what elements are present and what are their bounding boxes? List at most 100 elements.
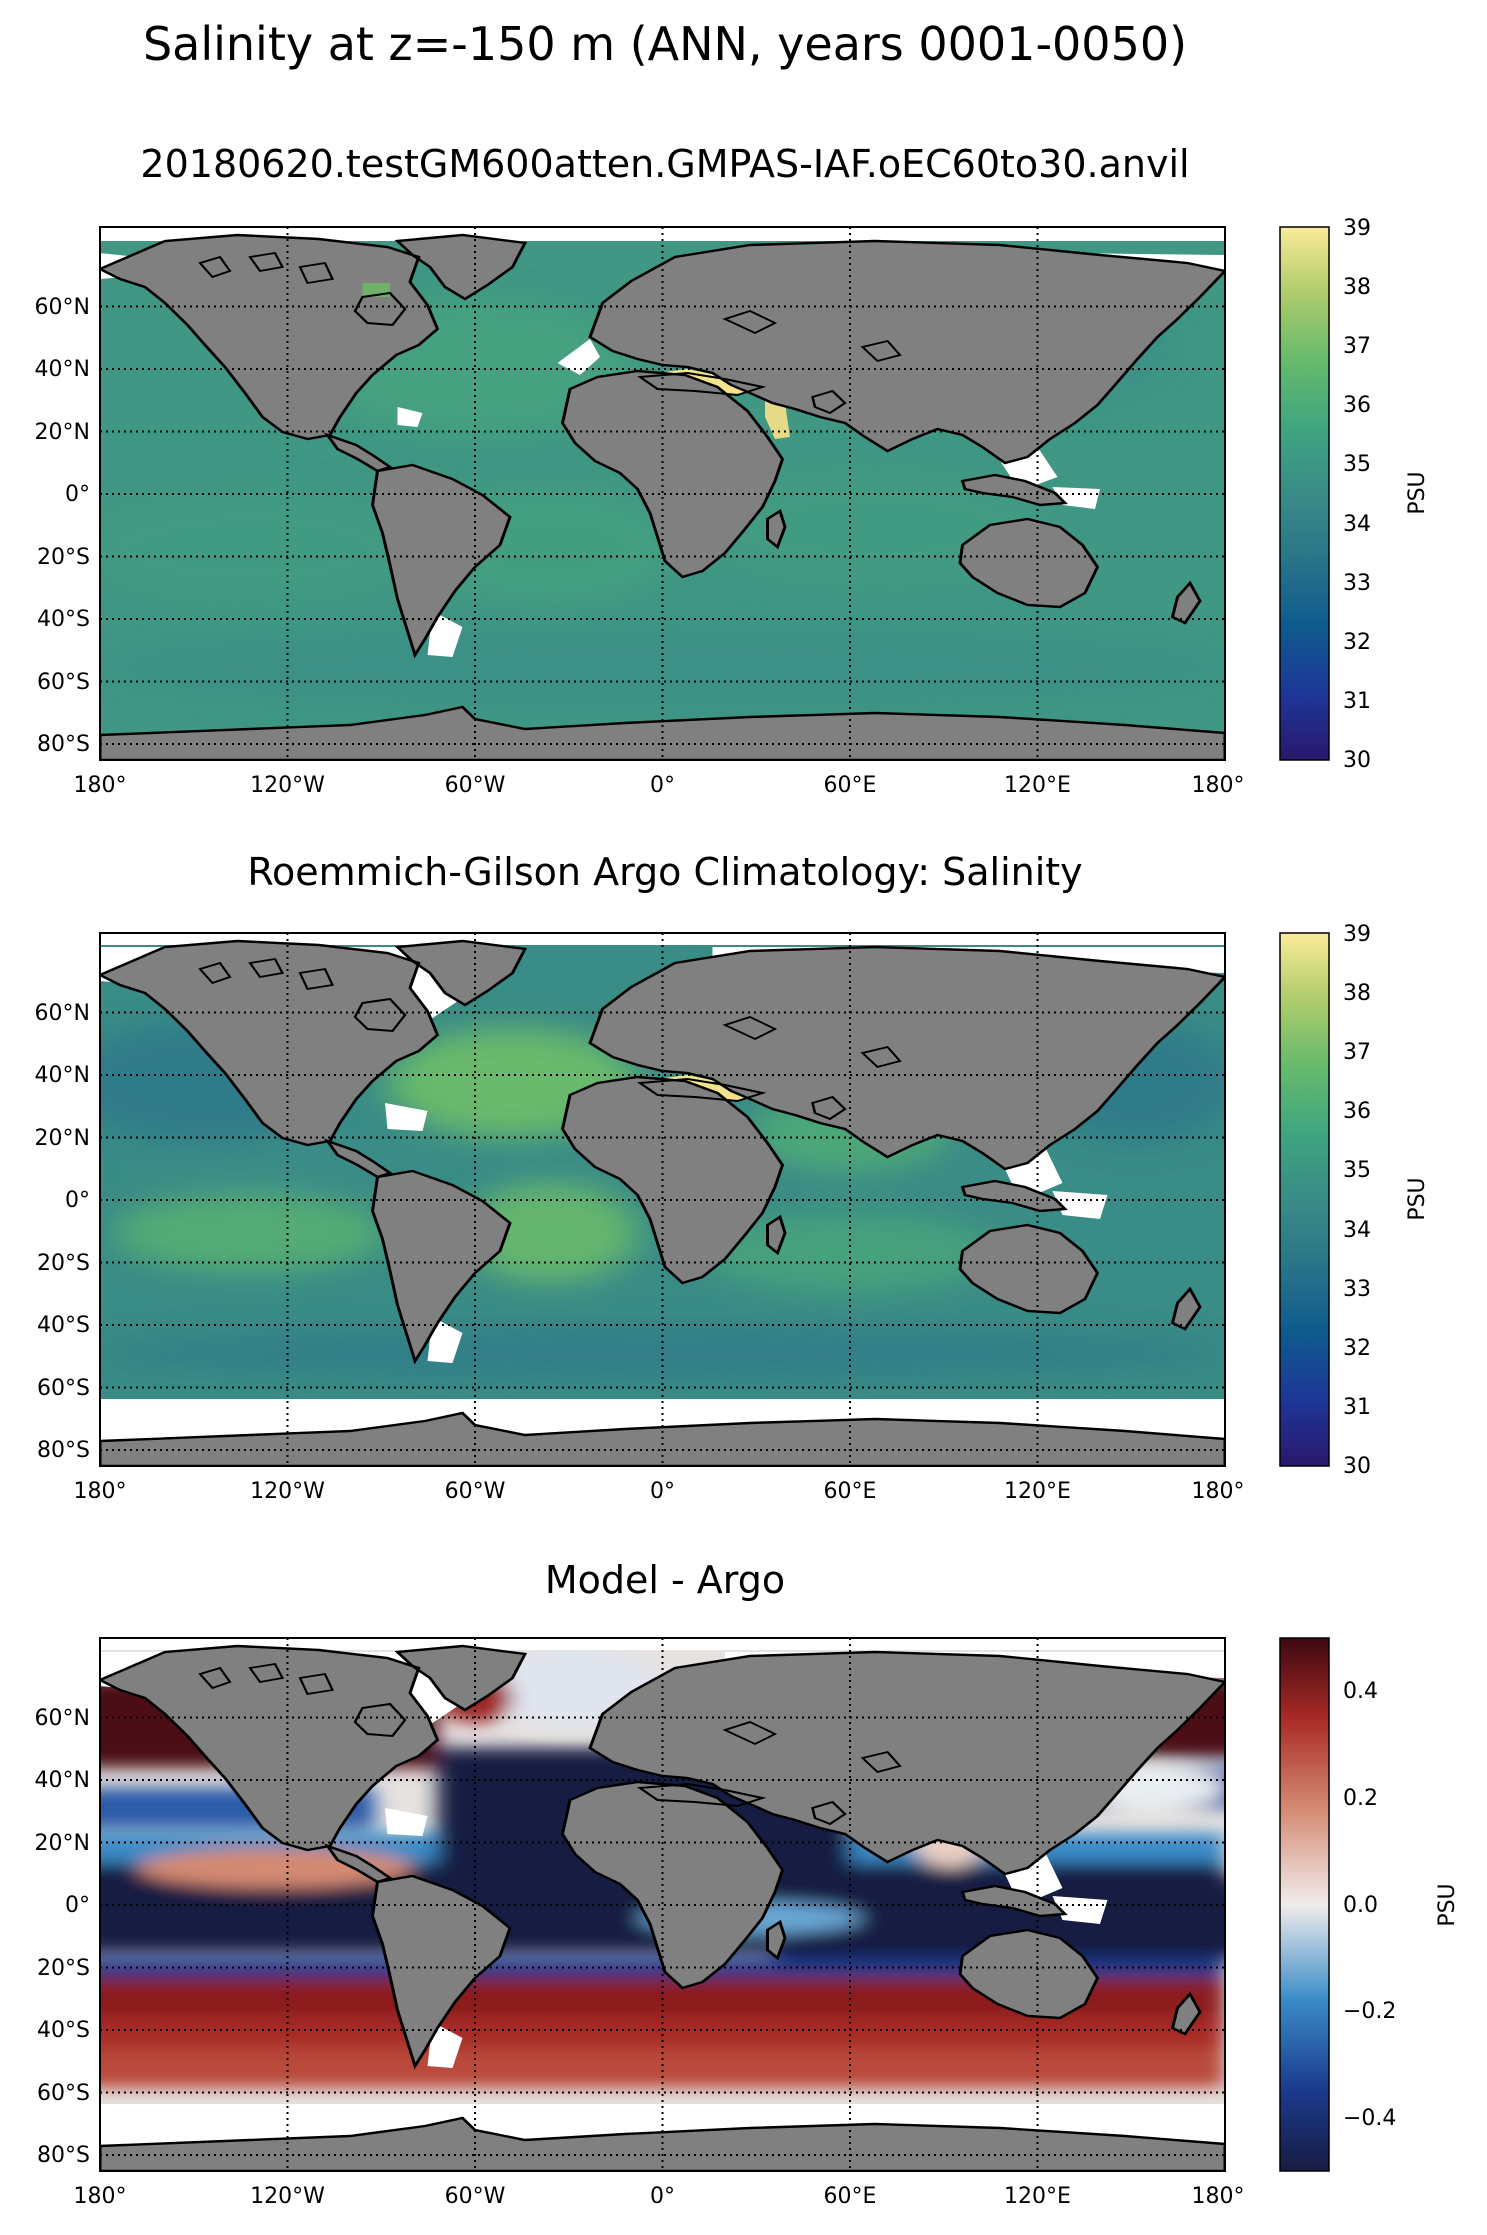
lat-tick: 40°N [35,1063,90,1088]
lat-tick: 80°S [37,732,90,757]
panel-2-colorbar: 39 38 37 36 35 34 33 32 31 30 PSU [1279,922,1430,1479]
lon-tick: 60°E [824,1479,877,1504]
lat-tick: 80°S [37,1438,90,1463]
figure-suptitle: Salinity at z=-150 m (ANN, years 0001-00… [142,17,1188,71]
lat-tick: 40°S [37,1313,90,1338]
lat-tick: 40°S [37,607,90,632]
cb-tick: 0.0 [1343,1893,1378,1918]
panel-3-title: Model - Argo [544,1558,786,1602]
lat-tick: 20°N [35,1831,90,1856]
panel-1-lon-ticks: 180° 120°W 60°W 0° 60°E 120°E 180° [74,773,1245,798]
panel-1-colorbar: 39 38 37 36 35 34 33 32 31 30 PSU [1279,216,1430,773]
cb-tick: 32 [1343,1336,1371,1361]
lat-tick: 0° [65,482,90,507]
cb-tick: 30 [1343,1454,1371,1479]
panel-1-colorbar-label: PSU [1405,471,1430,514]
panel-1-gridlines [100,227,1225,760]
lon-tick: 180° [74,2184,127,2209]
lon-tick: 60°W [445,2184,506,2209]
cb-tick: 38 [1343,275,1371,300]
lon-tick: 120°E [1004,1479,1071,1504]
panel-2-colorbar-ticks: 39 38 37 36 35 34 33 32 31 30 [1343,922,1371,1479]
panel-3: 180° 120°W 60°W 0° 60°E 120°E 180° 60°N … [35,1637,1460,2209]
lon-tick: 60°E [824,773,877,798]
panel-2-gridlines [100,933,1225,1466]
cb-tick: 31 [1343,689,1371,714]
lat-tick: 20°S [37,545,90,570]
cb-tick: 35 [1343,1158,1371,1183]
cb-tick: 39 [1343,216,1371,241]
panel-1-colorbar-gradient [1279,226,1330,761]
panel-2-lon-ticks: 180° 120°W 60°W 0° 60°E 120°E 180° [74,1479,1245,1504]
lon-tick: 180° [1192,2184,1245,2209]
panel-1-title: 20180620.testGM600atten.GMPAS-IAF.oEC60t… [140,142,1190,186]
panel-2-frame [99,932,1226,1467]
lon-tick: 120°W [250,1479,325,1504]
lat-tick: 60°N [35,1706,90,1731]
lon-tick: 0° [650,1479,675,1504]
lat-tick: 20°S [37,1251,90,1276]
lat-tick: 60°S [37,1376,90,1401]
lat-tick: 40°N [35,1768,90,1793]
cb-tick: 0.4 [1343,1679,1378,1704]
lat-tick: 60°S [37,2081,90,2106]
cb-tick: 34 [1343,512,1371,537]
panel-2-lat-ticks: 60°N 40°N 20°N 0° 20°S 40°S 60°S 80°S [35,1001,90,1463]
panel-2-map [100,933,1225,1466]
lon-tick: 60°W [445,773,506,798]
cb-tick: 35 [1343,452,1371,477]
lat-tick: 60°N [35,295,90,320]
panel-3-colorbar-gradient [1279,1637,1330,2172]
panel-1-lat-ticks: 60°N 40°N 20°N 0° 20°S 40°S 60°S 80°S [35,295,90,757]
cb-tick: 31 [1343,1395,1371,1420]
panel-1: 180° 120°W 60°W 0° 60°E 120°E 180° 60°N … [35,216,1430,798]
lat-tick: 20°N [35,1126,90,1151]
lon-tick: 180° [74,1479,127,1504]
cb-tick: 0.2 [1343,1786,1378,1811]
lat-tick: 40°S [37,2018,90,2043]
panel-2: 180° 120°W 60°W 0° 60°E 120°E 180° 60°N … [35,922,1430,1504]
cb-tick: 30 [1343,748,1371,773]
lon-tick: 120°E [1004,773,1071,798]
panel-1-frame [99,226,1226,761]
panel-3-colorbar: 0.4 0.2 0.0 −0.2 −0.4 PSU [1279,1637,1460,2172]
panel-2-title: Roemmich-Gilson Argo Climatology: Salini… [247,850,1083,894]
panel-2-colorbar-label: PSU [1405,1177,1430,1220]
panel-3-map [100,1638,1225,2171]
lat-tick: 40°N [35,357,90,382]
cb-tick: −0.2 [1343,1999,1396,2024]
cb-tick: 33 [1343,1277,1371,1302]
lat-tick: 80°S [37,2143,90,2168]
lat-tick: 20°N [35,420,90,445]
panel-2-colorbar-gradient [1279,932,1330,1467]
lon-tick: 120°W [250,2184,325,2209]
panel-3-colorbar-label: PSU [1435,1883,1460,1926]
lon-tick: 120°W [250,773,325,798]
cb-tick: 34 [1343,1218,1371,1243]
cb-tick: 37 [1343,334,1371,359]
panel-3-frame [99,1637,1226,2172]
lat-tick: 60°N [35,1001,90,1026]
lon-tick: 0° [650,2184,675,2209]
cb-tick: −0.4 [1343,2106,1396,2131]
panel-3-gridlines [100,1638,1225,2171]
lat-tick: 0° [65,1893,90,1918]
cb-tick: 39 [1343,922,1371,947]
panel-1-land [100,235,1225,760]
cb-tick: 37 [1343,1040,1371,1065]
panel-3-colorbar-ticks: 0.4 0.2 0.0 −0.2 −0.4 [1343,1679,1396,2131]
lon-tick: 180° [1192,1479,1245,1504]
panel-1-colorbar-ticks: 39 38 37 36 35 34 33 32 31 30 [1343,216,1371,773]
lon-tick: 60°W [445,1479,506,1504]
cb-tick: 36 [1343,1099,1371,1124]
lat-tick: 60°S [37,670,90,695]
cb-tick: 33 [1343,571,1371,596]
cb-tick: 36 [1343,393,1371,418]
lon-tick: 60°E [824,2184,877,2209]
lon-tick: 180° [1192,773,1245,798]
panel-1-map [100,227,1225,760]
lat-tick: 0° [65,1188,90,1213]
lon-tick: 120°E [1004,2184,1071,2209]
panel-3-lat-ticks: 60°N 40°N 20°N 0° 20°S 40°S 60°S 80°S [35,1706,90,2168]
